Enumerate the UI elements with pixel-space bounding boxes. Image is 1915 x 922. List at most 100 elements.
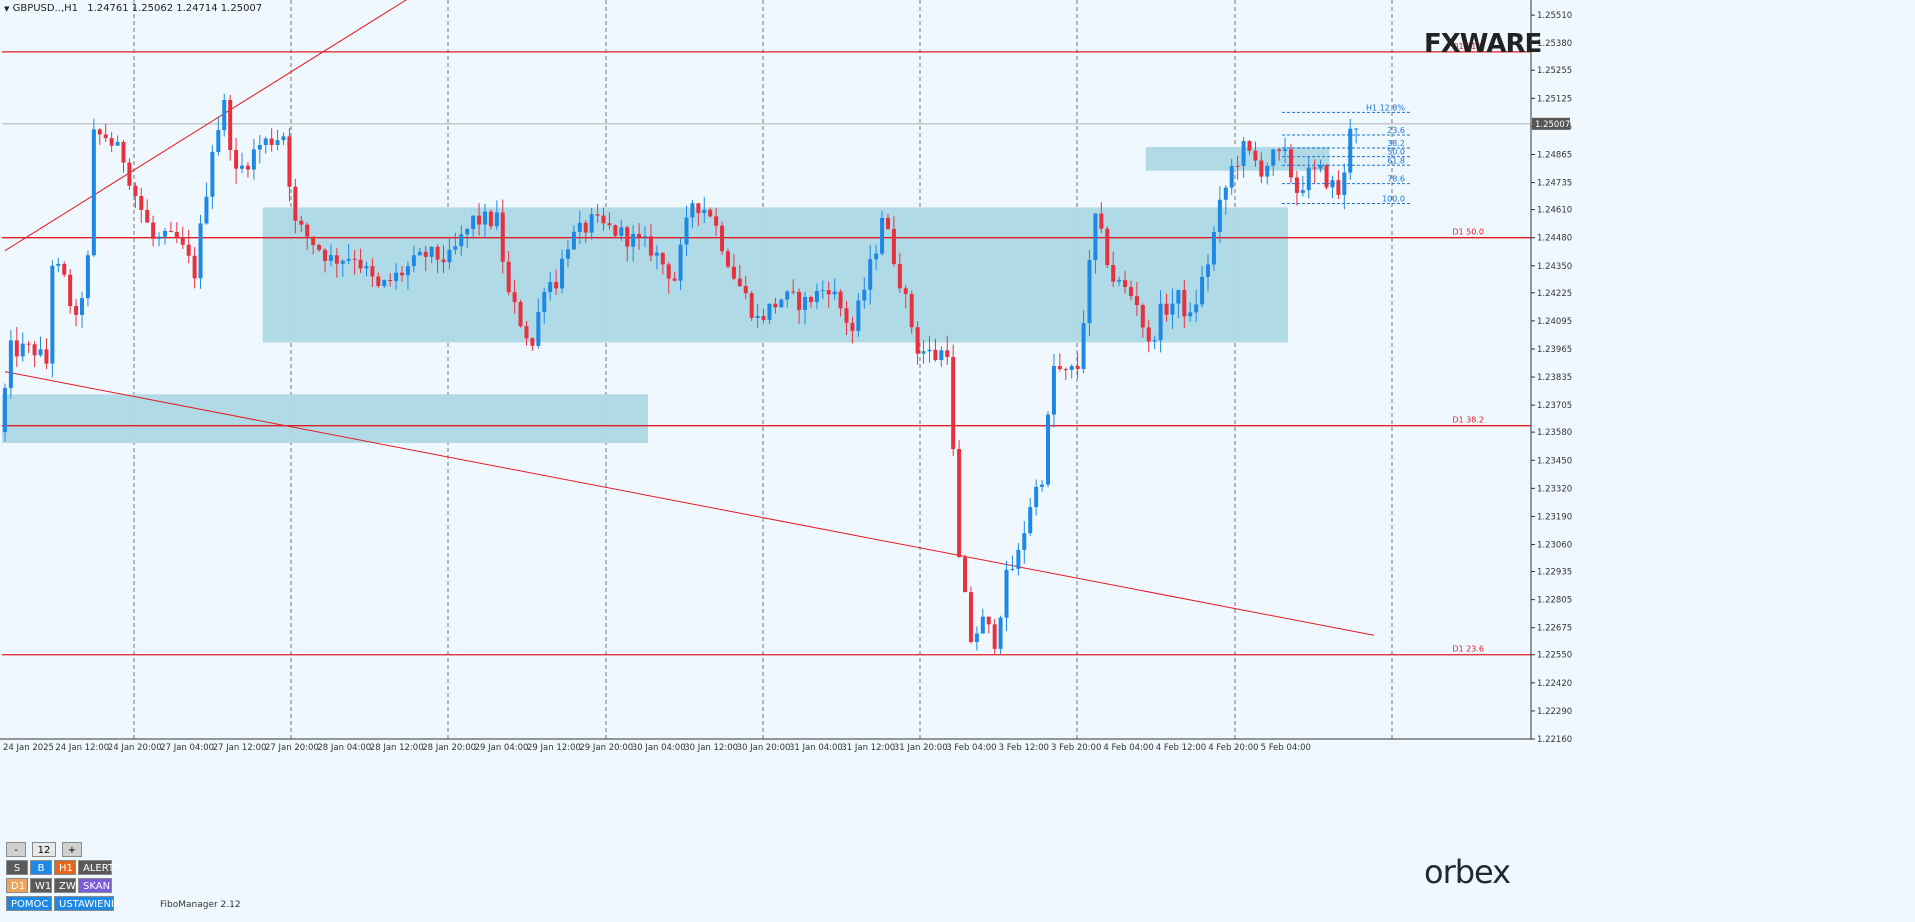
candle-body xyxy=(761,315,766,320)
candle xyxy=(915,321,920,365)
candle-body xyxy=(91,129,96,256)
candle-body xyxy=(1217,199,1222,232)
candle xyxy=(305,222,310,251)
settings-button[interactable]: USTAWIENIA xyxy=(54,896,121,911)
count-field[interactable]: 12 xyxy=(32,842,56,857)
candle xyxy=(168,221,173,233)
candle-body xyxy=(583,222,588,233)
candle-body xyxy=(571,231,576,250)
candle xyxy=(530,337,535,351)
candle xyxy=(127,158,132,190)
candle xyxy=(109,132,114,152)
candle-body xyxy=(121,141,126,163)
price-tick-label: 1.22675 xyxy=(1537,624,1572,634)
candle xyxy=(885,213,890,230)
candle-body xyxy=(382,279,387,286)
candle-body xyxy=(986,616,991,625)
decrease-button[interactable]: - xyxy=(6,842,26,857)
candle xyxy=(1040,479,1045,492)
time-tick-label: 27 Jan 20:00 xyxy=(265,743,319,753)
time-tick-label: 30 Jan 12:00 xyxy=(684,743,738,753)
candle-body xyxy=(441,259,446,263)
sell-button[interactable]: S xyxy=(6,860,28,875)
candle-body xyxy=(174,231,179,238)
candle-body xyxy=(1241,140,1246,166)
candle-body xyxy=(915,327,920,354)
candle xyxy=(192,247,197,289)
candle xyxy=(1081,310,1086,374)
candle xyxy=(20,332,25,362)
candle xyxy=(1241,137,1246,178)
buy-button[interactable]: B xyxy=(30,860,52,875)
time-tick-label: 27 Jan 04:00 xyxy=(160,743,214,753)
price-tick-label: 1.24095 xyxy=(1537,317,1572,327)
candle xyxy=(1128,280,1133,301)
price-tick-label: 1.23450 xyxy=(1537,456,1572,466)
candle-body xyxy=(755,315,760,318)
support-resistance-zone xyxy=(2,394,648,443)
candle-body xyxy=(1336,180,1341,195)
candle-body xyxy=(263,138,268,146)
candle xyxy=(275,129,280,151)
price-tick-label: 1.25125 xyxy=(1537,94,1572,104)
candle xyxy=(518,299,523,328)
candle xyxy=(216,117,221,156)
fibomanager-label: FiboManager 2.12 xyxy=(160,900,241,910)
candle-body xyxy=(1306,167,1311,191)
candle xyxy=(761,308,766,324)
candle-body xyxy=(1016,549,1021,569)
candle xyxy=(459,225,464,256)
time-tick-label: 28 Jan 20:00 xyxy=(422,743,476,753)
candle-body xyxy=(1075,366,1080,369)
timeframe-d1-button[interactable]: D1 xyxy=(6,878,28,893)
candle xyxy=(240,152,245,174)
fib-level-label: 78.6 xyxy=(1387,175,1405,184)
candle-body xyxy=(968,592,973,642)
candle-body xyxy=(482,211,487,225)
candle-body xyxy=(1051,366,1056,415)
candle-body xyxy=(322,249,327,261)
candle-body xyxy=(1324,165,1329,188)
candle-body xyxy=(198,223,203,279)
candle xyxy=(643,226,648,248)
candle xyxy=(471,215,476,239)
fib-levels: H1 12.8% 23.6 38.250.061.8 78.6 100.0 xyxy=(1282,103,1410,205)
zones xyxy=(2,146,1330,443)
help-button[interactable]: POMOC xyxy=(6,896,52,911)
candle xyxy=(281,132,286,146)
zw-button[interactable]: ZW xyxy=(54,878,76,893)
timeframe-h1-button[interactable]: H1 xyxy=(54,860,76,875)
candle xyxy=(1300,176,1305,197)
symbol-label: GBPUSD..,H1 xyxy=(12,3,79,14)
candle xyxy=(115,135,120,146)
candle-body xyxy=(524,326,529,339)
time-tick-label: 4 Feb 04:00 xyxy=(1103,743,1153,753)
candle-body xyxy=(767,303,772,320)
alerts-button[interactable]: ALERTY xyxy=(78,860,120,875)
candle xyxy=(1336,170,1341,200)
candle-body xyxy=(1206,264,1211,277)
candle-body xyxy=(240,165,245,169)
price-tick-label: 1.22290 xyxy=(1537,707,1572,717)
scan-button[interactable]: SKAN xyxy=(78,878,112,893)
candle-body xyxy=(992,624,997,649)
candle xyxy=(903,285,908,309)
collapse-triangle-icon[interactable]: ▼ xyxy=(4,5,10,13)
candle-body xyxy=(234,150,239,169)
candle-body xyxy=(80,298,85,315)
time-tick-label: 5 Feb 04:00 xyxy=(1261,743,1311,753)
candle xyxy=(755,303,760,328)
candle-body xyxy=(856,300,861,331)
candle-body xyxy=(1200,276,1205,305)
candle xyxy=(720,221,725,256)
candle xyxy=(56,257,61,273)
candle-body xyxy=(127,162,132,186)
candle xyxy=(68,268,73,314)
increase-button[interactable]: + xyxy=(62,842,82,857)
candle xyxy=(974,626,979,651)
timeframe-w1-button[interactable]: W1 xyxy=(30,878,52,893)
fib-level-label: 23.6 xyxy=(1387,126,1405,135)
candle xyxy=(1170,288,1175,330)
ohlc-values: 1.24761 1.25062 1.24714 1.25007 xyxy=(87,3,263,14)
